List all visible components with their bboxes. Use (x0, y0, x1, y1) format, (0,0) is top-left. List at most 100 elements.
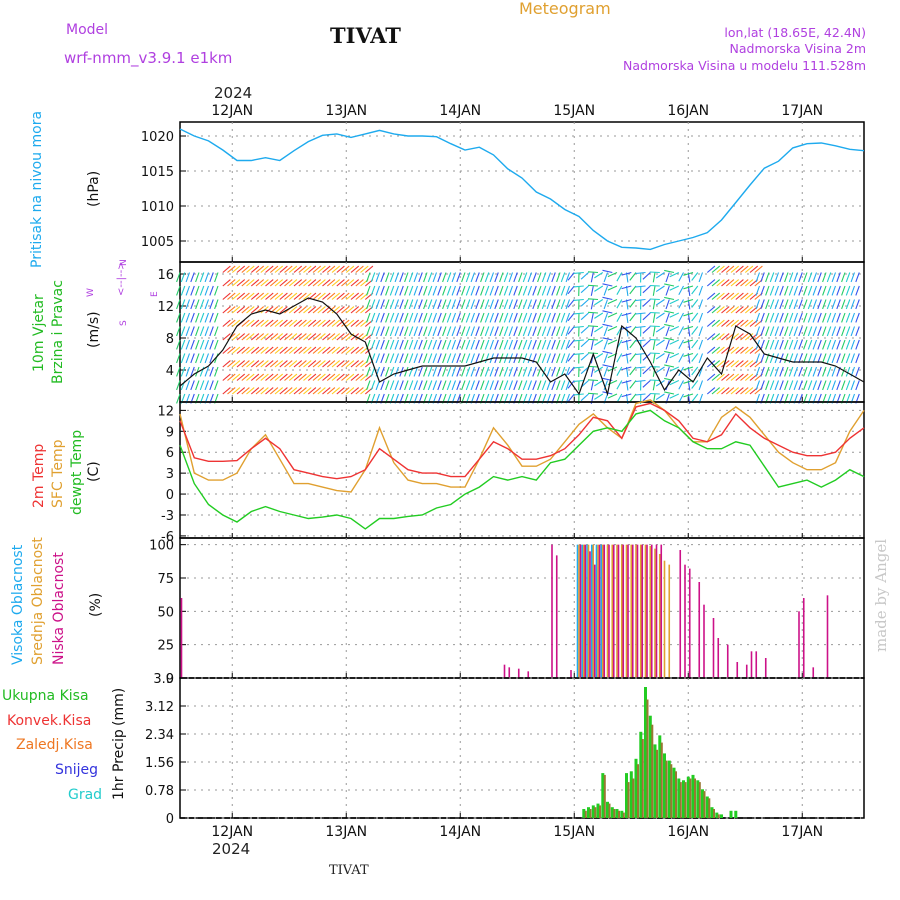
wind-barb (331, 346, 341, 354)
model-label: Model (66, 22, 108, 38)
wind-barb (621, 298, 632, 303)
wind-barb (683, 271, 694, 276)
wind-barb (855, 353, 860, 364)
wind-barb (241, 319, 250, 327)
wind-barb (721, 306, 730, 314)
wind-barb (385, 285, 390, 296)
wind-barb (755, 272, 761, 283)
wind-barb (413, 366, 419, 377)
wind-barb (180, 285, 186, 296)
wind-barb (807, 380, 813, 391)
wind-barb (522, 326, 528, 337)
wind-barb (621, 352, 632, 357)
wind-barb (635, 312, 646, 315)
wind-barb (274, 333, 284, 341)
wind-barb (246, 265, 255, 273)
wind-barb (303, 360, 312, 368)
wind-barb (503, 299, 509, 310)
wind-barb (803, 285, 808, 296)
wind-barb (480, 339, 485, 350)
wind-barb (642, 312, 651, 321)
wind-barb (461, 339, 466, 350)
wind-barb (176, 272, 181, 283)
wind-barb (822, 285, 827, 296)
compass-west: W (86, 288, 96, 297)
wind-barb (652, 366, 656, 377)
wind-barb (556, 312, 561, 323)
wind-barb (725, 265, 735, 273)
wind-barb (427, 312, 433, 323)
wind-barb (366, 326, 371, 337)
wind-barb (845, 339, 851, 350)
wind-barb (560, 299, 566, 310)
wind-barb (664, 310, 675, 314)
wind-barb (255, 360, 265, 368)
wind-barb (503, 272, 509, 283)
wind-barb (423, 353, 428, 364)
wind-barb (518, 366, 523, 377)
wind-barb (635, 271, 646, 275)
wind-barb (355, 346, 364, 354)
wind-barb (817, 299, 822, 310)
wind-barb (573, 379, 584, 382)
wind-barb (303, 333, 312, 341)
wind-barb (293, 279, 303, 287)
wind-barb (678, 380, 684, 390)
wind-barb (465, 272, 471, 283)
wind-barb (288, 387, 298, 395)
wind-barb (451, 299, 457, 310)
wind-barb (573, 339, 584, 342)
wind-barb (765, 366, 770, 377)
wind-barb (408, 339, 414, 350)
wind-barb (195, 353, 200, 364)
y-tick-label: 100 (149, 539, 174, 554)
wind-barb (602, 337, 613, 341)
wind-barb (408, 272, 414, 283)
wind-barb (446, 380, 452, 391)
wind-barb (755, 380, 761, 391)
wind-barb (850, 272, 856, 283)
wind-barb (665, 339, 670, 350)
wind-barb (678, 299, 684, 309)
cloud-unit: (%) (88, 593, 104, 617)
wind-barb (546, 326, 552, 337)
wind-barb (423, 272, 428, 283)
wind-barb (209, 339, 214, 350)
precip-conv-bar (613, 809, 616, 818)
wind-barb (798, 353, 803, 364)
wind-barb (565, 326, 571, 337)
wind-barb (480, 380, 485, 391)
wind-barb (265, 306, 274, 314)
wind-barb (274, 265, 284, 273)
wind-barb (769, 285, 775, 296)
precip-conv-bar (708, 798, 711, 818)
wind-barb (560, 285, 566, 296)
cloud-ylabel-mid: Srednja Oblacnost (30, 537, 46, 665)
wind-barb (385, 339, 390, 350)
wind-barb (652, 380, 656, 391)
wind-barb (841, 353, 846, 364)
wind-barb (317, 319, 326, 327)
wind-barb (522, 380, 528, 391)
wind-barb (255, 346, 265, 354)
wind-barb (331, 292, 341, 300)
wind-barb (812, 299, 818, 310)
precip-total-bar (734, 810, 738, 818)
wind-barb (484, 285, 490, 296)
wind-barb (826, 272, 832, 283)
wind-barb (669, 285, 680, 291)
wind-barb (265, 346, 274, 354)
wind-barb (652, 326, 656, 337)
wind-barb (683, 312, 694, 317)
wind-barb (499, 366, 504, 377)
wind-barb (180, 312, 186, 323)
wind-barb (546, 285, 552, 296)
wind-barb (779, 285, 784, 296)
wind-barb (413, 339, 419, 350)
precip-conv-bar (589, 809, 592, 818)
wind-barb (716, 360, 725, 368)
wind-barb (765, 299, 770, 310)
wind-barb (279, 360, 288, 368)
wind-barb (744, 306, 754, 314)
x-tick-label-top: 12JAN (211, 103, 253, 119)
